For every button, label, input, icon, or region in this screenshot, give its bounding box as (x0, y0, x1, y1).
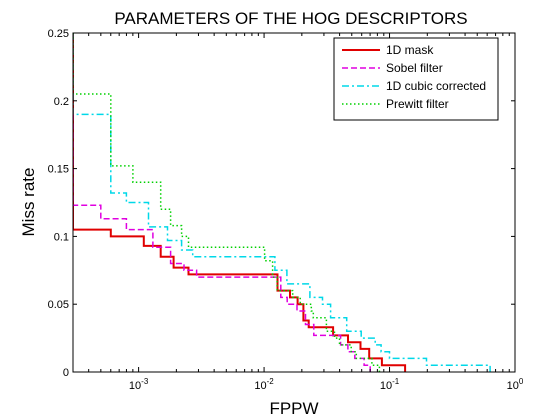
legend-box (333, 37, 499, 121)
y-tick-label-5: 0.25 (48, 28, 69, 40)
ticks-layer: 0 0.05 0.1 0.15 0.2 0.25 10-3 10-2 10-1 100 (48, 28, 524, 392)
legend: 1D mask Sobel filter 1D cubic corrected Pre… (333, 37, 499, 121)
x-tick-label-0: 10-3 (129, 377, 149, 392)
x-axis-label: FPPW (269, 399, 318, 418)
series-line-2 (73, 33, 491, 372)
series-layer (73, 33, 491, 372)
y-tick-label-2: 0.1 (54, 231, 69, 243)
y-tick-label-3: 0.15 (48, 164, 69, 176)
chart-title: PARAMETERS OF THE HOG DESCRIPTORS (114, 9, 467, 28)
plot-frame (72, 32, 516, 373)
y-tick-label-1: 0.05 (48, 299, 69, 311)
x-tick-label-2: 10-1 (380, 377, 400, 392)
y-tick-label-0: 0 (63, 367, 69, 379)
legend-label-3: Prewitt filter (386, 97, 449, 111)
x-tick-label-3: 100 (507, 377, 524, 392)
x-tick-label-1: 10-2 (254, 377, 274, 392)
legend-label-2: 1D cubic corrected (386, 79, 486, 93)
y-tick-label-4: 0.2 (54, 96, 69, 108)
legend-label-0: 1D mask (386, 43, 434, 57)
y-axis-label: Miss rate (19, 168, 38, 237)
series-line-3 (73, 33, 381, 372)
legend-label-1: Sobel filter (386, 61, 443, 75)
